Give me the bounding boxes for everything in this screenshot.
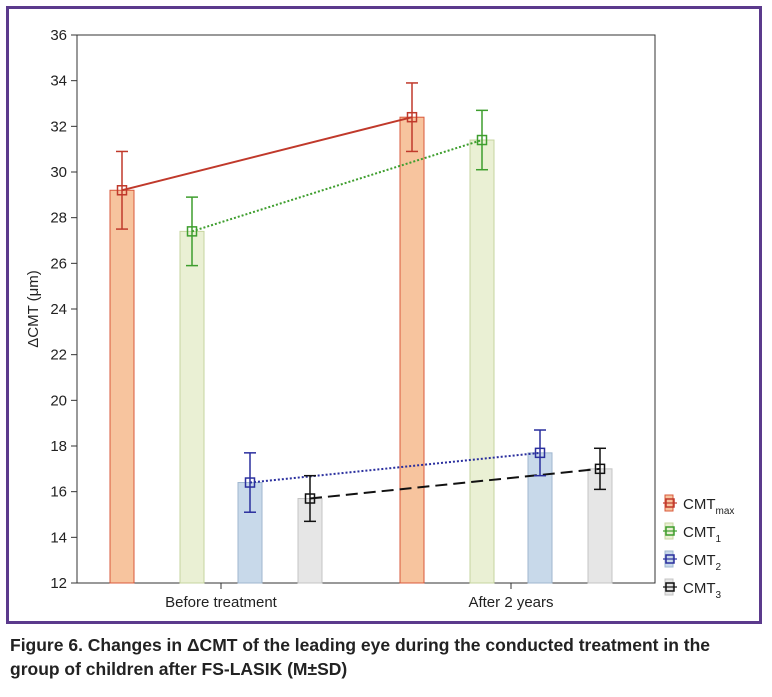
y-tick-label: 32 [50, 118, 67, 135]
series-line [191, 139, 483, 233]
y-tick-label: 26 [50, 255, 67, 272]
y-tick-label: 28 [50, 210, 67, 227]
series-line [249, 451, 541, 484]
series-line [309, 467, 601, 500]
legend-box [663, 493, 745, 609]
bar-chart: 12 14 16 18 20 22 24 26 28 30 32 34 36 Before treatm… [25, 27, 745, 611]
plot-area [76, 34, 656, 584]
bar [109, 189, 135, 584]
y-axis-label: ΔCMT (μm) [25, 270, 42, 348]
data-point [406, 111, 418, 123]
data-point [116, 185, 128, 196]
y-tick-label: 34 [50, 73, 67, 90]
x-axis: Before treatment After 2 years [165, 583, 554, 611]
y-tick-label: 18 [50, 438, 67, 455]
markers-group [116, 82, 606, 523]
y-axis: 12 14 16 18 20 22 24 26 28 30 32 34 36 [50, 27, 77, 592]
legend-label: CMT2 [683, 552, 722, 573]
legend-label: CMT1 [683, 524, 722, 545]
bar [399, 116, 425, 584]
y-tick-label: 12 [50, 575, 67, 592]
y-tick-label: 16 [50, 484, 67, 501]
x-tick-label: Before treatment [165, 594, 278, 611]
data-point [534, 447, 546, 459]
y-tick-label: 14 [50, 529, 67, 546]
data-point [594, 463, 606, 475]
figure-caption: Figure 6. Changes in ΔCMT of the leading… [10, 635, 710, 679]
series-line [121, 116, 413, 192]
bar [179, 230, 205, 584]
y-tick-label: 20 [50, 392, 67, 409]
data-point [304, 493, 316, 504]
y-tick-label: 36 [50, 27, 67, 44]
bar [469, 139, 495, 584]
y-tick-label: 24 [50, 301, 67, 318]
legend-label: CMT3 [683, 580, 722, 601]
data-point [476, 134, 488, 146]
y-tick-label: 30 [50, 164, 67, 181]
y-tick-label: 22 [50, 347, 67, 364]
data-point [186, 226, 198, 237]
x-tick-label: After 2 years [468, 594, 553, 611]
series-lines-group [121, 116, 601, 500]
data-point [244, 477, 256, 488]
